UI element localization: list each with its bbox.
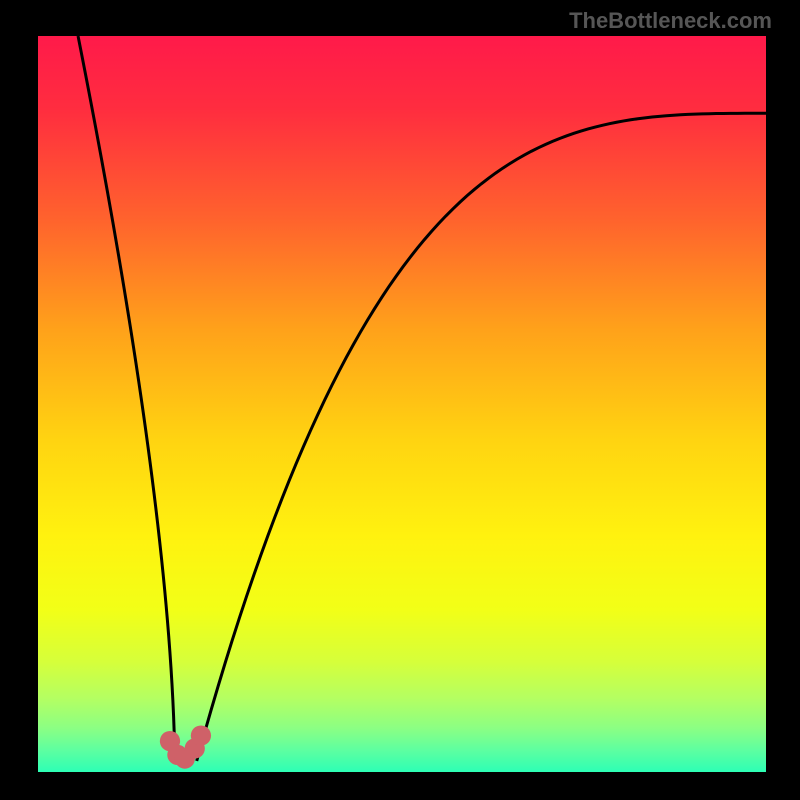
trough-marker (160, 725, 211, 768)
curve-left-branch (78, 36, 175, 761)
stage: TheBottleneck.com (0, 0, 800, 800)
curve-right-branch (197, 113, 766, 761)
watermark-text: TheBottleneck.com (569, 8, 772, 34)
chart-svg (0, 0, 800, 800)
